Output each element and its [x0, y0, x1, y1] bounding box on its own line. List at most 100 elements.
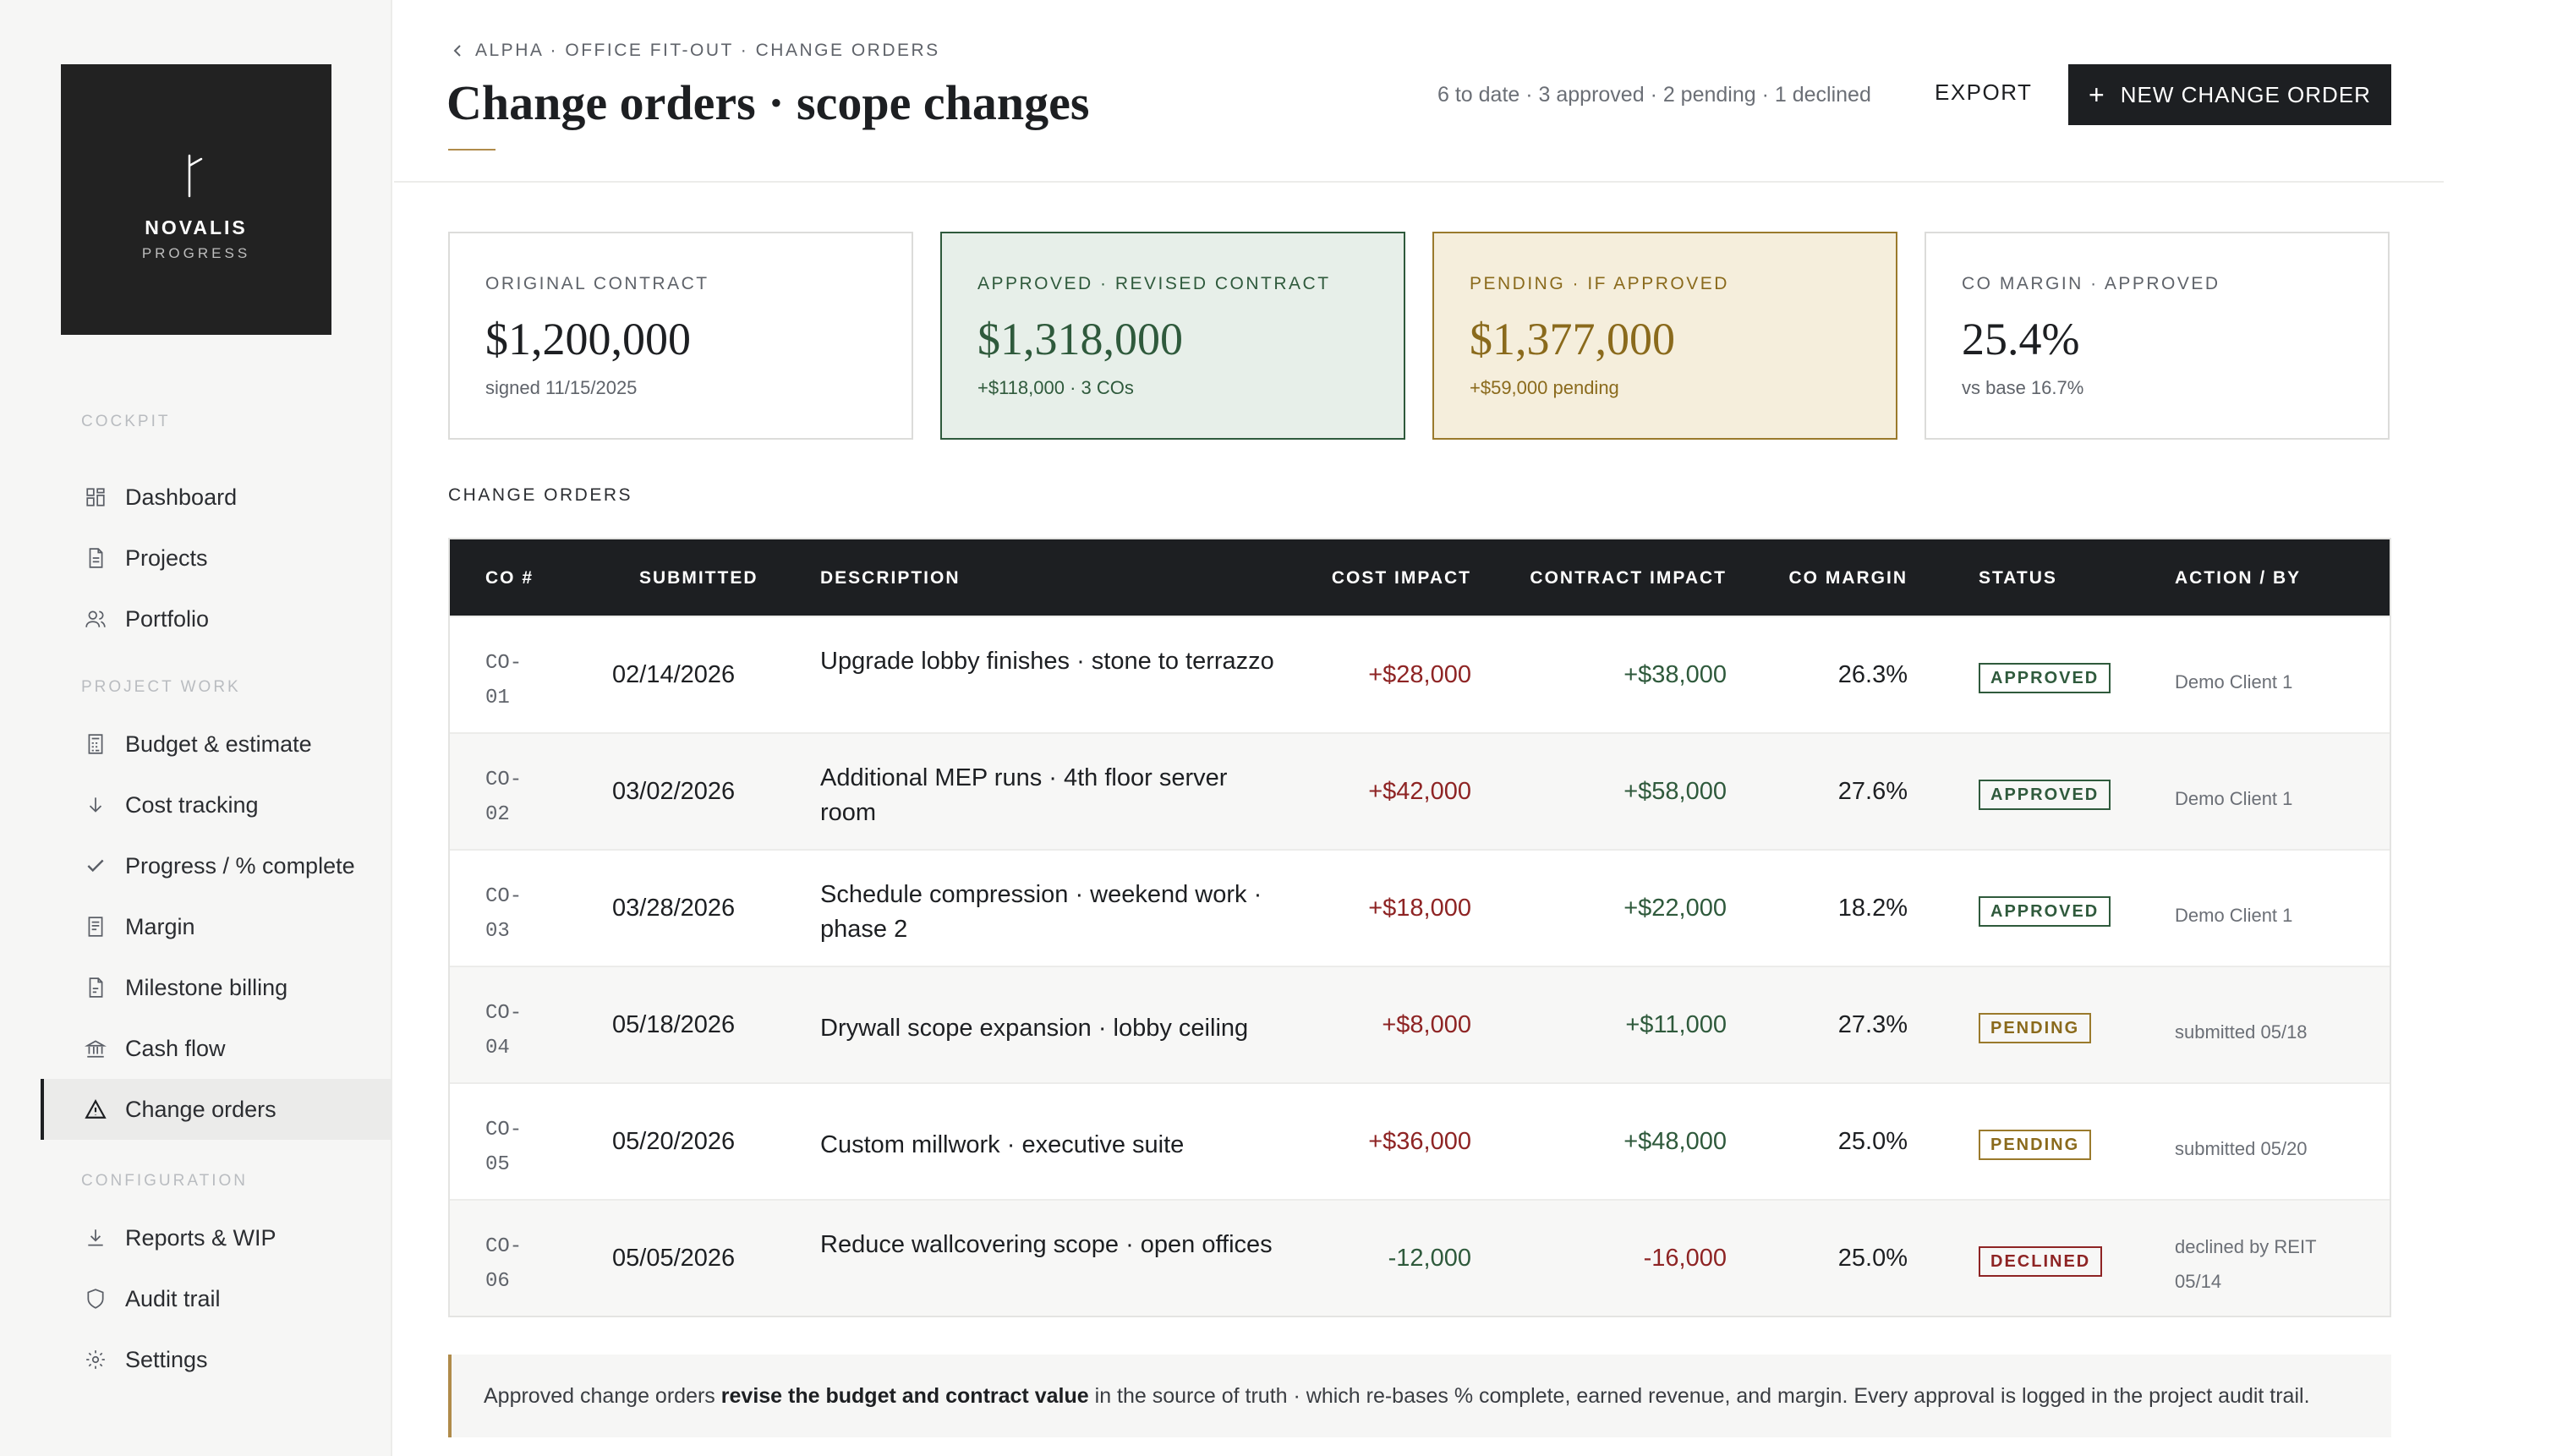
- table-header: CO # SUBMITTED DESCRIPTION COST IMPACT C…: [450, 539, 2390, 616]
- action-by: Demo Client 1: [2175, 788, 2293, 809]
- sidebar-item-dashboard[interactable]: Dashboard: [41, 467, 392, 528]
- co-margin: 25.0%: [1837, 1128, 1908, 1155]
- sidebar-item-label: Audit trail: [125, 1285, 221, 1311]
- status-badge: APPROVED: [1979, 663, 2111, 693]
- co-margin: 27.6%: [1837, 778, 1908, 805]
- co-number: CO- 03: [485, 885, 523, 943]
- column-header-cost-impact[interactable]: COST IMPACT: [1331, 568, 1471, 588]
- cost-impact: +$18,000: [1368, 895, 1471, 922]
- column-header-submitted[interactable]: SUBMITTED: [639, 568, 758, 588]
- warning-icon: [83, 1097, 108, 1122]
- brand-subtitle: PROGRESS: [141, 245, 251, 261]
- section-label-change-orders: CHANGE ORDERS: [448, 485, 633, 505]
- column-header-contract-impact[interactable]: CONTRACT IMPACT: [1530, 568, 1727, 588]
- description: Schedule compression · weekend work · ph…: [820, 881, 1262, 943]
- shield-icon: [83, 1286, 108, 1311]
- action-by: submitted 05/18: [2175, 1021, 2308, 1043]
- table-row[interactable]: CO- 06 05/05/2026 Reduce wallcovering sco…: [450, 1199, 2390, 1316]
- status-badge: APPROVED: [1979, 780, 2111, 810]
- submitted-date: 05/20/2026: [612, 1128, 736, 1155]
- table-row[interactable]: CO- 01 02/14/2026 Upgrade lobby finishes …: [450, 616, 2390, 732]
- column-header-action[interactable]: ACTION / BY: [2175, 568, 2302, 588]
- co-margin: 27.3%: [1837, 1011, 1908, 1038]
- cost-impact: +$36,000: [1368, 1128, 1471, 1155]
- action-by: Demo Client 1: [2175, 671, 2293, 692]
- sidebar-item-cost-tracking[interactable]: Cost tracking: [41, 775, 392, 835]
- kpi-label: PENDING · IF APPROVED: [1470, 274, 1729, 293]
- sidebar-item-reports[interactable]: Reports & WIP: [41, 1207, 392, 1268]
- status-badge: APPROVED: [1979, 896, 2111, 927]
- action-by: declined by REIT 05/14: [2175, 1236, 2317, 1292]
- cost-impact: +$28,000: [1368, 661, 1471, 688]
- status-badge: PENDING: [1979, 1130, 2092, 1160]
- breadcrumb[interactable]: ALPHA · OFFICE FIT-OUT · CHANGE ORDERS: [450, 41, 940, 61]
- action-by: submitted 05/20: [2175, 1138, 2308, 1159]
- co-margin: 18.2%: [1837, 895, 1908, 922]
- action-by: Demo Client 1: [2175, 905, 2293, 926]
- sidebar-item-audit-trail[interactable]: Audit trail: [41, 1268, 392, 1329]
- page-title: Change orders · scope changes: [446, 75, 1090, 130]
- kpi-value: $1,318,000: [977, 314, 1183, 364]
- title-underline: [448, 149, 496, 151]
- sidebar-item-cash-flow[interactable]: Cash flow: [41, 1018, 392, 1079]
- kpi-sub: +$59,000 pending: [1470, 377, 1619, 398]
- kpi-sub: signed 11/15/2025: [485, 377, 638, 398]
- download-icon: [83, 1225, 108, 1251]
- contract-impact: +$58,000: [1623, 778, 1727, 805]
- sidebar-item-label: Budget & estimate: [125, 731, 312, 757]
- sidebar-item-milestone-billing[interactable]: Milestone billing: [41, 957, 392, 1018]
- plus-icon: +: [2089, 79, 2105, 110]
- sidebar-item-label: Portfolio: [125, 605, 210, 632]
- table-row[interactable]: CO- 03 03/28/2026 Schedule compression · …: [450, 849, 2390, 966]
- bank-icon: [83, 1036, 108, 1061]
- chevron-left-icon[interactable]: [450, 42, 467, 59]
- note-text-after: in the source of truth · which re-bases …: [1094, 1383, 2310, 1408]
- column-header-co[interactable]: CO #: [485, 568, 534, 588]
- cost-impact: +$42,000: [1368, 778, 1471, 805]
- sidebar-item-label: Cash flow: [125, 1035, 226, 1061]
- new-change-order-label: NEW CHANGE ORDER: [2120, 81, 2371, 107]
- sidebar-item-label: Cost tracking: [125, 791, 259, 818]
- sidebar-item-progress[interactable]: Progress / % complete: [41, 835, 392, 896]
- arrow-down-icon: [83, 792, 108, 818]
- contract-impact: +$48,000: [1623, 1128, 1727, 1155]
- sidebar-item-settings[interactable]: Settings: [41, 1329, 392, 1390]
- table-row[interactable]: CO- 02 03/02/2026 Additional MEP runs · 4…: [450, 732, 2390, 849]
- submitted-date: 05/05/2026: [612, 1245, 736, 1272]
- description: Drywall scope expansion · lobby ceiling: [820, 1015, 1249, 1042]
- column-header-status[interactable]: STATUS: [1979, 568, 2057, 588]
- column-header-co-margin[interactable]: CO MARGIN: [1788, 568, 1908, 588]
- table-row[interactable]: CO- 05 05/20/2026 Custom millwork · execu…: [450, 1082, 2390, 1199]
- export-button[interactable]: EXPORT: [1935, 79, 2033, 105]
- gear-icon: [83, 1347, 108, 1372]
- cost-impact: -12,000: [1388, 1245, 1471, 1272]
- brand-logo[interactable]: NOVALIS PROGRESS: [61, 64, 331, 335]
- contract-impact: +$38,000: [1623, 661, 1727, 688]
- table-row[interactable]: CO- 04 05/18/2026 Drywall scope expansion…: [450, 966, 2390, 1082]
- sidebar-item-margin[interactable]: Margin: [41, 896, 392, 957]
- status-badge: PENDING: [1979, 1013, 2092, 1043]
- kpi-sub: +$118,000 · 3 COs: [977, 377, 1134, 398]
- description: Upgrade lobby finishes · stone to terraz…: [820, 648, 1274, 675]
- ledger-icon: [83, 914, 108, 939]
- change-order-summary: 6 to date · 3 approved · 2 pending · 1 d…: [1437, 83, 1871, 107]
- sidebar-item-portfolio[interactable]: Portfolio: [41, 588, 392, 649]
- grid-icon: [83, 484, 108, 510]
- sidebar-item-change-orders[interactable]: Change orders: [41, 1079, 392, 1140]
- co-margin: 25.0%: [1837, 1245, 1908, 1272]
- sidebar-item-budget[interactable]: Budget & estimate: [41, 714, 392, 775]
- sidebar-item-projects[interactable]: Projects: [41, 528, 392, 588]
- change-orders-table: CO # SUBMITTED DESCRIPTION COST IMPACT C…: [448, 538, 2391, 1317]
- submitted-date: 03/02/2026: [612, 778, 736, 805]
- kpi-value: 25.4%: [1962, 314, 2080, 364]
- contract-impact: -16,000: [1643, 1245, 1727, 1272]
- kpi-value: $1,200,000: [485, 314, 691, 364]
- status-badge: DECLINED: [1979, 1246, 2103, 1277]
- breadcrumb-text[interactable]: ALPHA · OFFICE FIT-OUT · CHANGE ORDERS: [475, 41, 940, 60]
- new-change-order-button[interactable]: + NEW CHANGE ORDER: [2068, 64, 2391, 125]
- brand-name: NOVALIS: [145, 216, 248, 238]
- description: Additional MEP runs · 4th floor server r…: [820, 764, 1228, 826]
- header-divider: [394, 181, 2444, 183]
- column-header-description[interactable]: DESCRIPTION: [820, 568, 961, 588]
- kpi-value: $1,377,000: [1470, 314, 1675, 364]
